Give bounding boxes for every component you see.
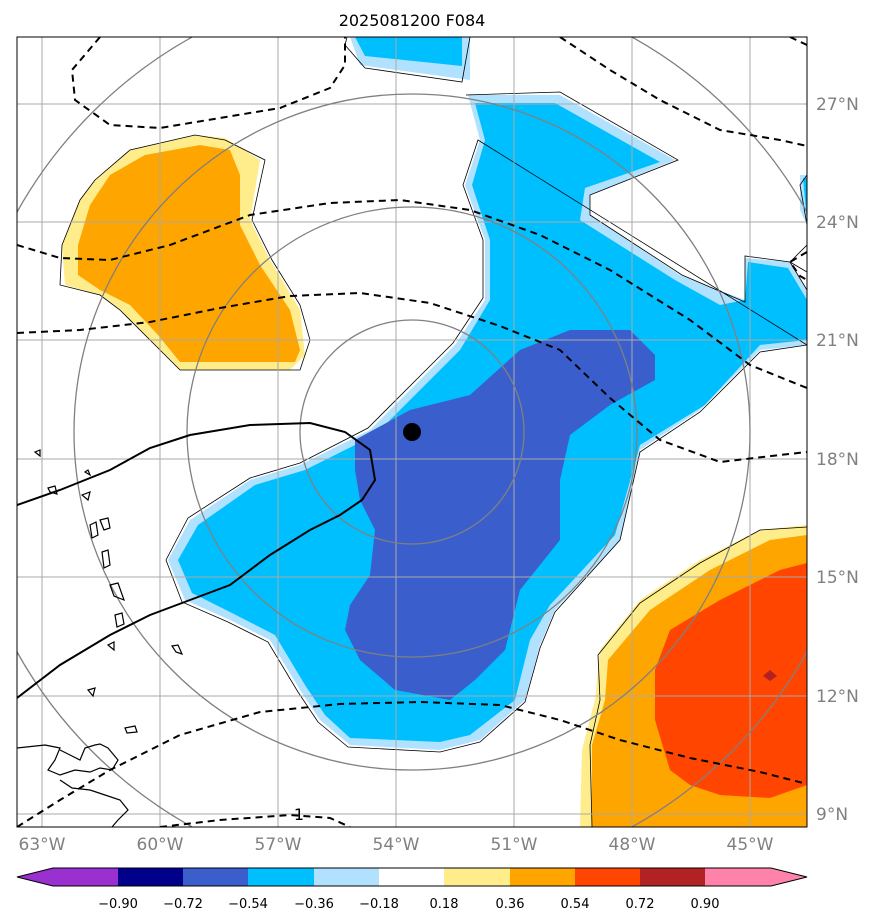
dashed-contour [788, 251, 807, 281]
colorbar-segment [183, 868, 248, 886]
colorbar-outline [16, 867, 808, 887]
map-panel: 1 [16, 36, 808, 828]
coastline [59, 779, 129, 827]
coastlines [17, 449, 184, 827]
dashed-contour [159, 813, 351, 827]
colorbar-tick-label: −0.36 [294, 897, 334, 912]
colorbar: −0.90 −0.72 −0.54 −0.36 −0.18 0.18 0.36 … [16, 867, 808, 912]
range-ring [73, 93, 751, 771]
coastline [33, 449, 41, 458]
colorbar-segment [379, 868, 444, 886]
solid-contours [17, 421, 377, 699]
coastline [109, 582, 126, 602]
colorbar-extend-low [17, 868, 53, 886]
range-rings [17, 37, 807, 827]
colorbar-segment [510, 868, 575, 886]
solid-contour [17, 421, 377, 699]
lat-label: 15°N [816, 568, 859, 588]
dashed-contour [789, 37, 807, 46]
colorbar-segment [705, 868, 771, 886]
colorbar-segment [118, 868, 183, 886]
lat-label: 12°N [816, 687, 859, 707]
lon-label: 51°W [491, 835, 538, 855]
map-title: 2025081200 F084 [339, 11, 486, 30]
colorbar-tick-label: −0.72 [163, 897, 203, 912]
gridlines [17, 37, 807, 827]
royal-blue-fill [345, 330, 655, 700]
orange-fill [78, 145, 300, 362]
coastline [17, 743, 119, 776]
dashed-contour [17, 291, 807, 464]
lon-label: 60°W [137, 835, 184, 855]
coastline [86, 687, 96, 698]
colorbar-tick-label: 0.18 [430, 897, 459, 912]
dashed-contour [70, 37, 346, 130]
colorbar-tick-label: 0.90 [691, 897, 720, 912]
outline-nw [59, 134, 311, 371]
outline-right-2 [789, 244, 807, 273]
colorbar-ticks: −0.90 −0.72 −0.54 −0.36 −0.18 0.18 0.36 … [98, 897, 719, 912]
storm-center-dot [403, 423, 421, 441]
coastline [114, 612, 125, 628]
longitude-labels: 63°W 60°W 57°W 54°W 51°W 48°W 45°W [19, 835, 774, 855]
outline-right [799, 174, 807, 226]
coastline [99, 517, 111, 531]
lon-label: 48°W [609, 835, 656, 855]
map-frame [16, 36, 808, 828]
positive-anomaly-region-northwest [62, 135, 305, 370]
coastline [47, 485, 58, 495]
colorbar-segment [53, 868, 118, 886]
coastline [80, 491, 91, 502]
coastline [101, 549, 111, 569]
lon-label: 63°W [19, 835, 66, 855]
coastline [89, 521, 99, 539]
colorbar-segment [444, 868, 510, 886]
coastline [170, 644, 184, 655]
lon-label: 45°W [727, 835, 774, 855]
latitude-labels: 27°N 24°N 21°N 18°N 15°N 12°N 9°N [816, 95, 859, 825]
range-ring [186, 206, 638, 658]
dashed-contour [17, 198, 807, 389]
outline-blue [165, 91, 807, 753]
colorbar-segment [575, 868, 640, 886]
lat-label: 21°N [816, 331, 859, 351]
colorbar-tick-label: 0.36 [496, 897, 525, 912]
lat-label: 18°N [816, 450, 859, 470]
contour-label: 1 [294, 805, 304, 824]
colorbar-segment [248, 868, 314, 886]
orange-red-fill [655, 563, 807, 798]
lat-label: 9°N [816, 805, 848, 825]
colorbar-tick-label: −0.18 [359, 897, 399, 912]
lon-label: 57°W [255, 835, 302, 855]
negative-anomaly-region [168, 37, 807, 750]
colorbar-extend-high [771, 868, 807, 886]
colorbar-tick-label: −0.90 [98, 897, 138, 912]
colorbar-tick-label: 0.72 [626, 897, 655, 912]
coastline [83, 469, 92, 477]
outline-top [344, 37, 471, 83]
colorbar-tick-label: −0.54 [228, 897, 268, 912]
dashed-contour [559, 37, 807, 147]
colorbar-segment [314, 868, 379, 886]
lon-label: 54°W [373, 835, 420, 855]
lat-label: 24°N [816, 213, 859, 233]
firebrick-spot [763, 670, 777, 681]
coastline [106, 641, 115, 652]
lat-label: 27°N [816, 95, 859, 115]
range-ring [299, 319, 525, 545]
colorbar-tick-label: 0.54 [561, 897, 590, 912]
colorbar-segment [640, 868, 705, 886]
coastline [124, 725, 138, 734]
